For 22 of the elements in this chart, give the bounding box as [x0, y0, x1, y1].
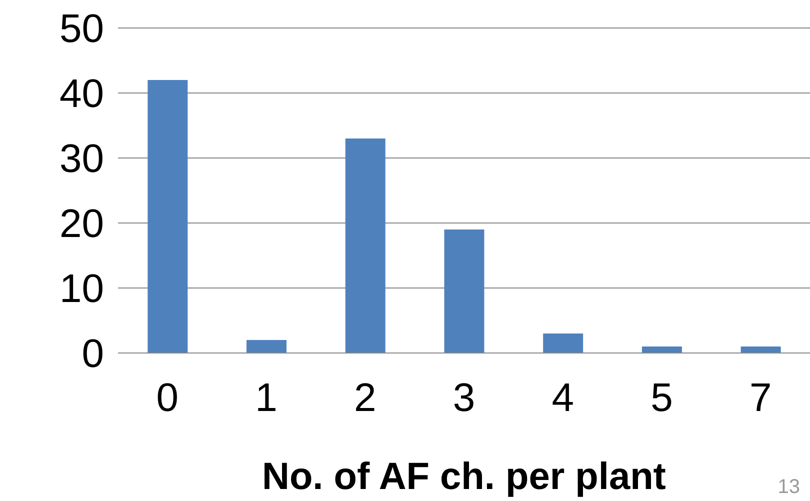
- bar: [740, 346, 781, 353]
- bar: [148, 80, 188, 353]
- x-tick-label: 3: [452, 376, 476, 420]
- y-tick-label: 0: [82, 332, 104, 376]
- y-tick-label: 40: [60, 72, 104, 116]
- bar: [345, 138, 386, 353]
- x-tick-label: 0: [156, 376, 179, 420]
- bar: [543, 334, 584, 353]
- x-tick-label: 7: [749, 376, 772, 420]
- y-tick-label: 10: [60, 267, 104, 312]
- text: 13: [778, 476, 800, 499]
- x-tick-label: 4: [552, 376, 574, 420]
- x-tick-label: 2: [354, 376, 376, 420]
- x-tick-label: 5: [650, 376, 673, 420]
- x-axis-title: No. of AF ch. per plant: [262, 456, 666, 498]
- bar: [246, 340, 287, 353]
- y-tick-label: 50: [60, 7, 104, 52]
- y-tick-label: 30: [60, 137, 104, 182]
- bar: [642, 346, 682, 353]
- x-tick-label: 1: [255, 376, 278, 420]
- bar: [444, 230, 484, 353]
- y-tick-label: 20: [60, 202, 104, 246]
